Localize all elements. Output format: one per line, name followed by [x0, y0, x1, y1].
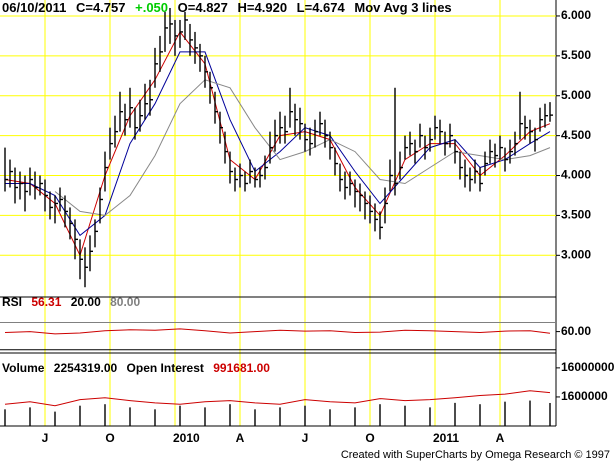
y-tick-label: 1600000 [561, 389, 608, 403]
open: O=4.827 [178, 0, 228, 15]
marks: J O 2010 A J O 2011 A 3.000 3.500 4.000 4.500 5.000 5… [0, 7, 614, 445]
y-tick-label: 5.500 [561, 48, 591, 62]
footer: Created with SuperCharts by Omega Resear… [341, 449, 610, 461]
x-tick-label: O [365, 431, 374, 445]
volume-last: 2254319.00 [54, 361, 118, 375]
line [4, 328, 551, 335]
rsi-header: RSI 56.31 20.00 80.00 [2, 295, 140, 309]
rsi-level: 80.00 [110, 295, 140, 309]
x-tick-label: 2010 [173, 431, 200, 445]
study: Mov Avg 3 lines [354, 0, 451, 15]
oi-last: 991681.00 [213, 361, 270, 375]
high: H=4.920 [238, 0, 288, 15]
grid [0, 0, 560, 427]
y-tick-label: 6.000 [561, 8, 591, 22]
rsi-last: 56.31 [31, 295, 61, 309]
line [4, 390, 551, 407]
change: +.050 [135, 0, 168, 15]
x-tick-label: 2011 [433, 431, 459, 445]
x-tick-label: A [236, 431, 245, 445]
line [4, 30, 551, 257]
x-tick-label: J [302, 431, 309, 445]
y-tick-label: 4.500 [561, 128, 591, 142]
y-tick-label: 16000000 [561, 360, 614, 374]
close: C=4.757 [76, 0, 126, 15]
y-tick-label: 3.500 [561, 208, 591, 222]
legend-entry: Open Interest [127, 361, 204, 375]
rsi-title: RSI [2, 295, 22, 309]
x-tick-label: O [105, 431, 114, 445]
line [5, 51, 551, 237]
x-tick-label: J [42, 431, 49, 445]
y-tick-label: 3.000 [561, 247, 591, 261]
rsi-level: 20.00 [71, 295, 101, 309]
low: L=4.674 [297, 0, 346, 15]
x-tick-label: A [496, 431, 505, 445]
y-tick-label: 5.000 [561, 88, 591, 102]
line [54, 79, 551, 216]
y-tick-label: 60.00 [561, 324, 591, 338]
y-tick-label: 4.000 [561, 168, 591, 182]
volume-header: Volume 2254319.00 Open Interest 991681.0… [2, 361, 270, 375]
header: 06/10/2011 C=4.757 +.050 O=4.827 H=4.920… [2, 0, 452, 15]
legend-entry: Volume [2, 361, 45, 375]
date: 06/10/2011 [2, 0, 66, 15]
